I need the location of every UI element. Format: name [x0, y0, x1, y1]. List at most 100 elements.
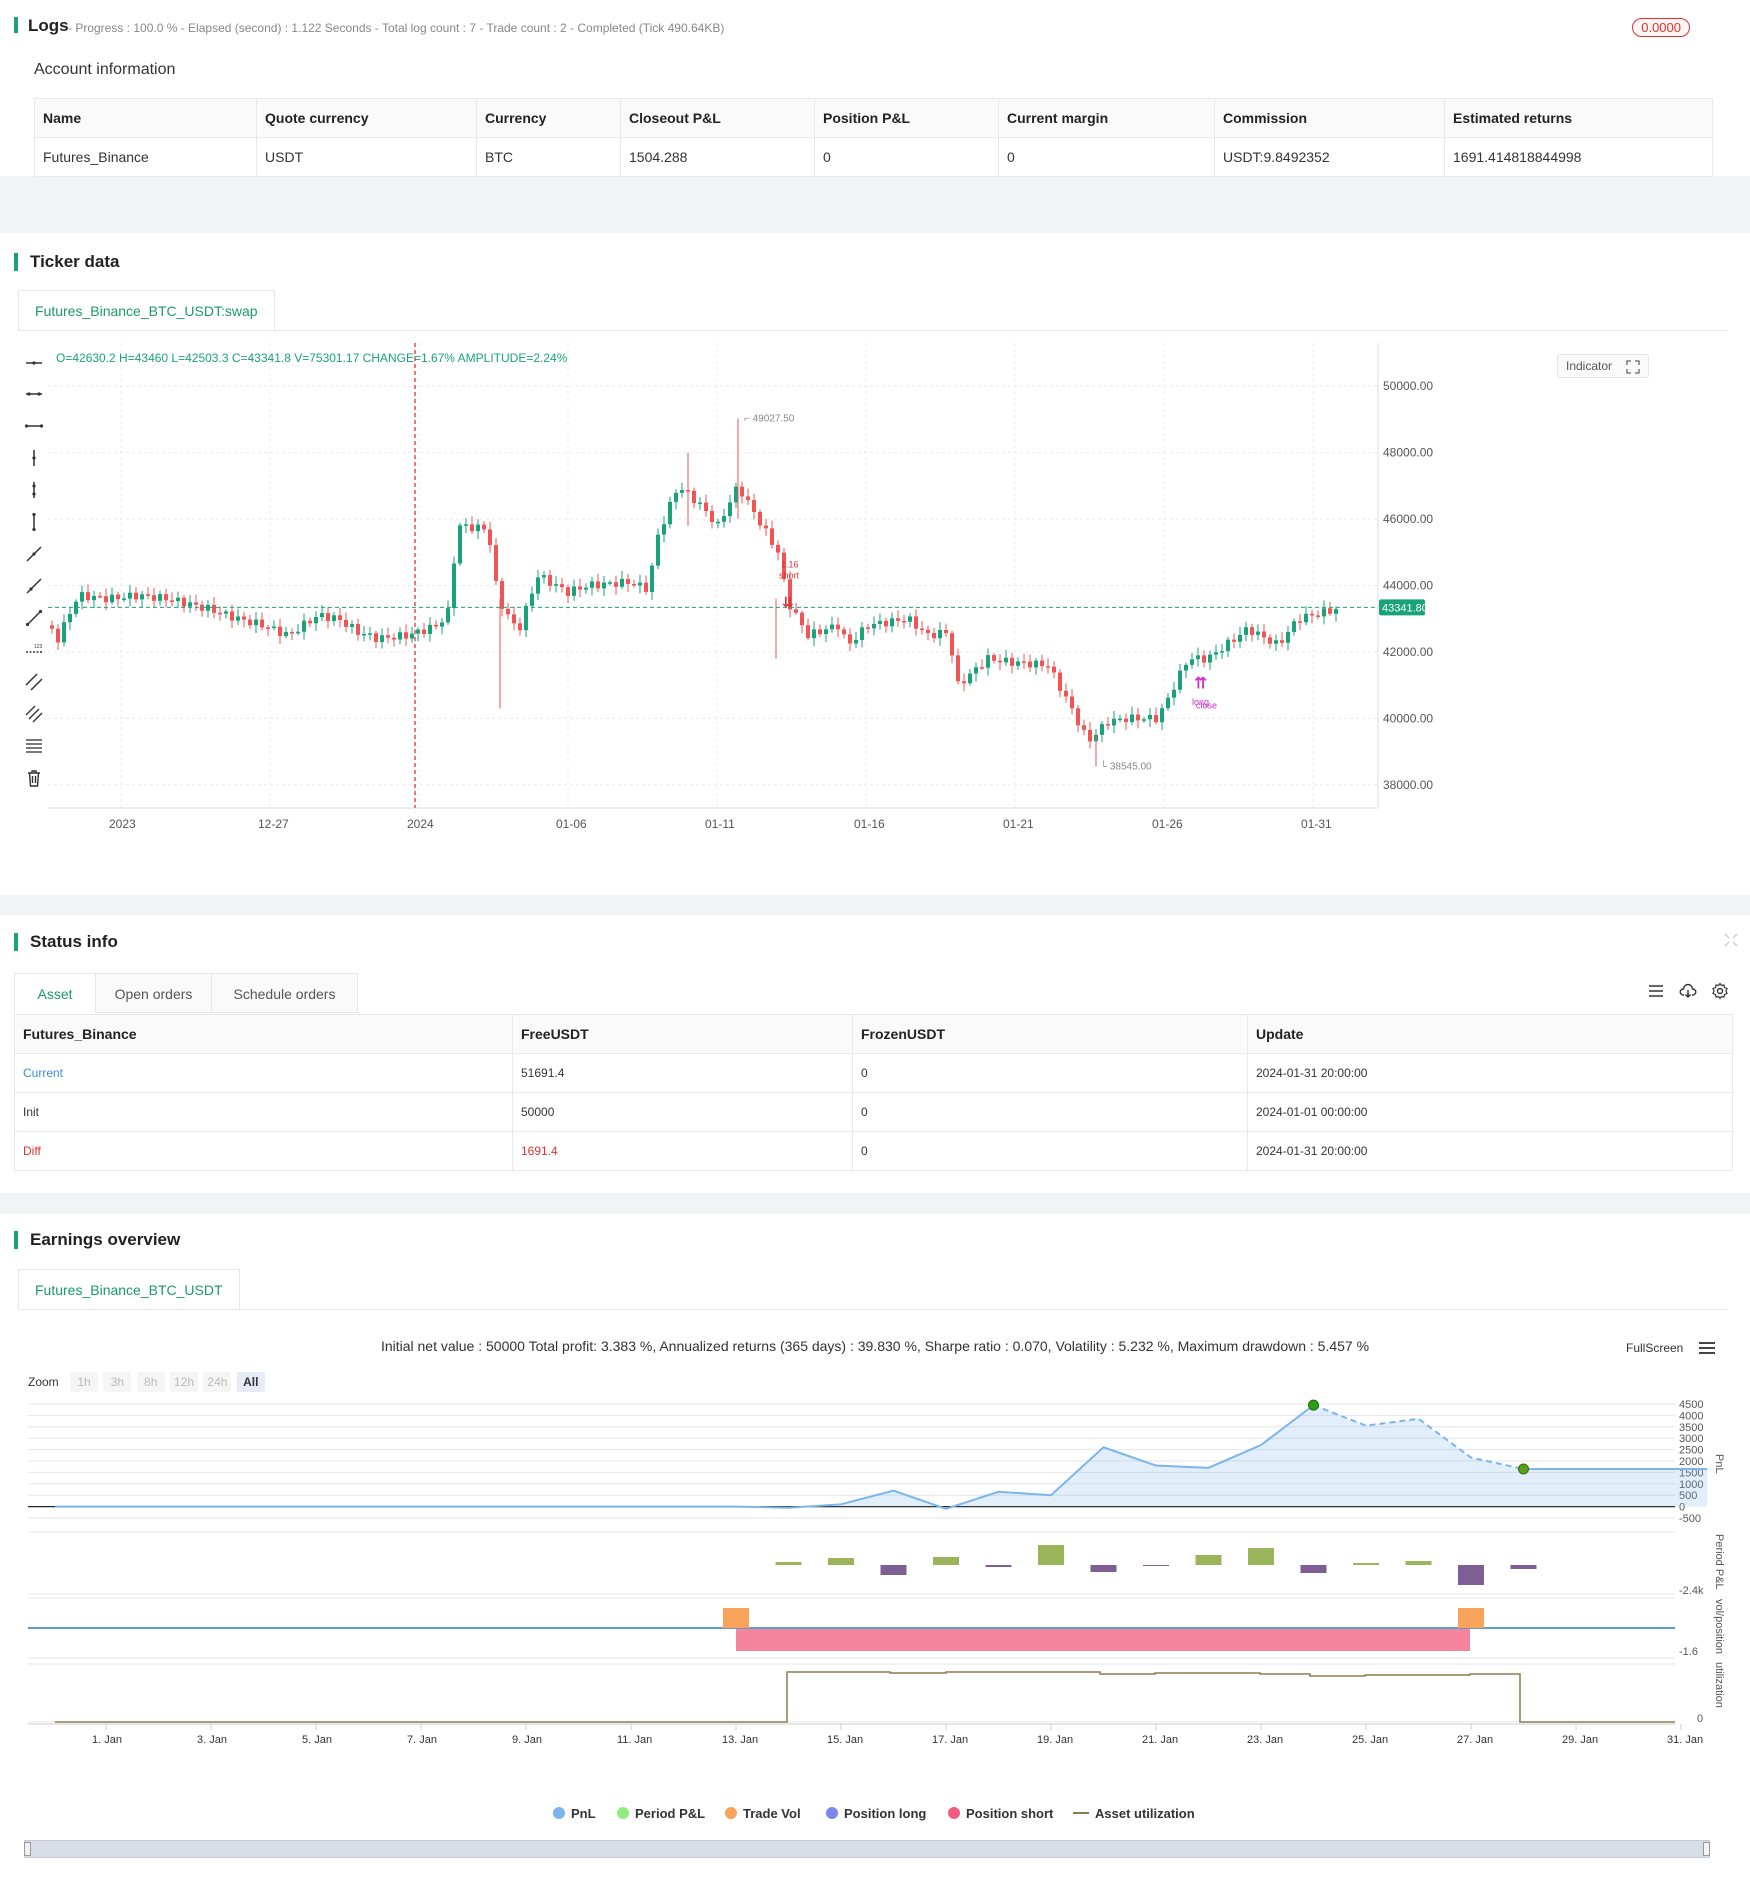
- candle-body: [506, 608, 510, 615]
- legend-position-long[interactable]: Position long: [826, 1806, 926, 1821]
- account-title: Account information: [34, 61, 176, 78]
- candle-body: [104, 596, 108, 603]
- fibonacci-icon[interactable]: [24, 736, 44, 756]
- candle-body: [728, 502, 732, 517]
- navigator-scrollbar[interactable]: [24, 1840, 1710, 1858]
- tab-earnings-symbol[interactable]: Futures_Binance_BTC_USDT: [18, 1269, 240, 1309]
- x-tick-label: 21. Jan: [1142, 1734, 1178, 1746]
- tab-open-orders-label: Open orders: [114, 986, 193, 1002]
- navigator-handle-left[interactable]: [24, 1842, 31, 1856]
- candle-body: [494, 545, 498, 581]
- account-cell: 0: [998, 137, 1215, 177]
- candle-body: [998, 660, 1002, 663]
- candle-body: [344, 619, 348, 627]
- pnl-tick-label: 500: [1679, 1490, 1697, 1502]
- price-line-icon[interactable]: 123: [24, 640, 44, 660]
- navigator-handle-right[interactable]: [1703, 1842, 1710, 1856]
- x-tick-label: 01-11: [705, 817, 735, 831]
- period-pnl-bar: [1300, 1565, 1327, 1573]
- zoom-24h-button[interactable]: 24h: [203, 1372, 232, 1392]
- price-channel-icon[interactable]: [24, 704, 44, 724]
- horizontal-segment-icon[interactable]: [24, 416, 44, 436]
- chart-menu-icon[interactable]: [1698, 1340, 1716, 1356]
- legend-trade-vol[interactable]: Trade Vol: [725, 1806, 801, 1821]
- zoom-8h-button[interactable]: 8h: [136, 1372, 165, 1392]
- candle-body: [794, 609, 798, 613]
- candle-body: [212, 604, 216, 613]
- legend-period-pnl[interactable]: Period P&L: [617, 1806, 705, 1821]
- zoom-all-button[interactable]: All: [236, 1372, 265, 1392]
- tab-open-orders[interactable]: Open orders: [96, 973, 212, 1013]
- candle-body: [1124, 718, 1128, 723]
- pnl-area: [55, 1405, 1708, 1509]
- candle-body: [824, 629, 828, 635]
- candle-body: [92, 595, 96, 601]
- trade-vol-bar: [723, 1608, 749, 1628]
- vertical-line-icon[interactable]: [24, 448, 44, 468]
- ray-line-icon[interactable]: [24, 576, 44, 596]
- candle-body: [86, 592, 90, 601]
- candle-body: [164, 594, 168, 601]
- cloud-download-icon[interactable]: [1679, 982, 1697, 1000]
- horizontal-line-icon[interactable]: [24, 353, 44, 373]
- legend-asset-utilization[interactable]: Asset utilization: [1073, 1806, 1195, 1821]
- legend-line: [1073, 1812, 1089, 1814]
- low-price-label: └ 38545.00: [1100, 760, 1152, 773]
- zoom-1h-button[interactable]: 1h: [70, 1372, 99, 1392]
- x-tick-label: 7. Jan: [407, 1734, 437, 1746]
- parallel-lines-icon[interactable]: [24, 672, 44, 692]
- candle-body: [296, 631, 300, 634]
- pnl-line: [55, 1404, 1315, 1510]
- zoom-3h-button[interactable]: 3h: [103, 1372, 132, 1392]
- candle-body: [644, 582, 648, 592]
- x-tick-label: 5. Jan: [302, 1734, 332, 1746]
- earnings-title: Earnings overview: [14, 1231, 180, 1249]
- account-row: Futures_Binance USDT BTC 1504.288 0 0 US…: [34, 137, 1713, 177]
- segment-line-icon[interactable]: [24, 608, 44, 628]
- candle-body: [776, 544, 780, 553]
- zoom-12h-button[interactable]: 12h: [170, 1372, 199, 1392]
- candle-body: [350, 624, 354, 627]
- menu-icon[interactable]: [1647, 982, 1665, 1000]
- trash-icon[interactable]: [24, 768, 44, 788]
- candle-body: [482, 524, 486, 530]
- asset-cell: 0: [852, 1092, 1248, 1132]
- account-cell: USDT: [256, 137, 477, 177]
- period-pnl-bar: [1248, 1548, 1274, 1565]
- trend-line-icon[interactable]: [24, 544, 44, 564]
- tab-schedule-orders-label: Schedule orders: [233, 986, 336, 1002]
- legend-pnl[interactable]: PnL: [553, 1806, 596, 1821]
- x-tick-label: 2024: [407, 817, 434, 831]
- legend-label: Position long: [844, 1806, 927, 1821]
- candle-body: [1112, 718, 1116, 726]
- vertical-segment-icon[interactable]: [24, 512, 44, 532]
- candle-body: [1184, 664, 1188, 671]
- vertical-ray-icon[interactable]: [24, 480, 44, 500]
- fullscreen-button[interactable]: FullScreen: [1626, 1341, 1684, 1355]
- candle-body: [1046, 666, 1050, 668]
- vol-axis-title: vol/position: [1713, 1599, 1725, 1654]
- collapse-icon[interactable]: [1724, 933, 1738, 947]
- candle-body: [944, 629, 948, 634]
- tab-schedule-orders[interactable]: Schedule orders: [212, 973, 358, 1013]
- logs-badge[interactable]: 0.0000: [1632, 18, 1690, 37]
- tab-ticker-symbol[interactable]: Futures_Binance_BTC_USDT:swap: [18, 290, 275, 330]
- candle-body: [596, 581, 600, 589]
- account-header-cell: Commission: [1214, 98, 1445, 138]
- candle-body: [968, 673, 972, 684]
- indicator-button[interactable]: Indicator: [1557, 354, 1649, 378]
- period-pnl-bar: [1458, 1565, 1484, 1585]
- legend-position-short[interactable]: Position short: [948, 1806, 1053, 1821]
- candle-body: [974, 667, 978, 674]
- candlestick-chart[interactable]: 50000.00 48000.00 46000.00 44000.00 42000.00…: [48, 343, 1738, 853]
- horizontal-ray-icon[interactable]: [24, 384, 44, 404]
- candle-body: [338, 615, 342, 620]
- gear-icon[interactable]: [1711, 982, 1729, 1000]
- candle-body: [1262, 631, 1266, 638]
- tab-asset[interactable]: Asset: [14, 973, 96, 1013]
- close-signal-label: close: [1196, 700, 1217, 710]
- candle-body: [578, 586, 582, 590]
- expand-icon[interactable]: [1626, 360, 1640, 374]
- account-cell: 0: [814, 137, 999, 177]
- candle-body: [1172, 689, 1176, 698]
